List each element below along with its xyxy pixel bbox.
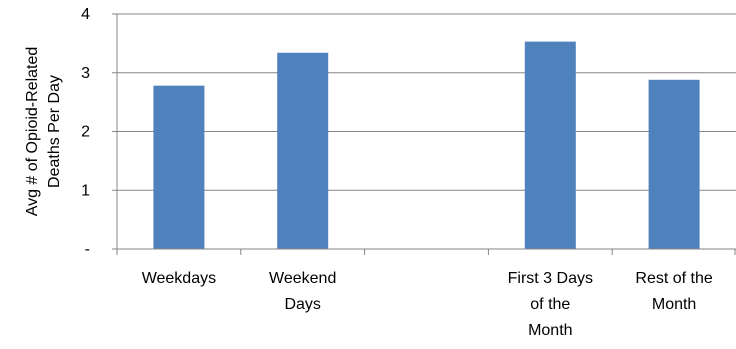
y-axis-title-line: Avg # of Opioid-Related: [24, 47, 41, 217]
y-tick-label: 4: [81, 6, 90, 23]
bars: [153, 41, 700, 250]
gridlines: [112, 13, 736, 191]
x-category-label: of the: [530, 296, 570, 313]
y-tick-label: 1: [81, 182, 90, 199]
x-category-label: Days: [284, 296, 320, 313]
y-tick-label: 2: [81, 124, 90, 141]
axes: [112, 14, 736, 255]
category-labels: Weekdays Weekend Days First 3 Days of the Mon…: [142, 270, 713, 339]
bar: [648, 79, 700, 249]
bar: [524, 41, 576, 249]
y-tick-label: 3: [81, 65, 90, 82]
y-tick-label: -: [85, 241, 90, 258]
x-category-label: Weekdays: [142, 270, 216, 287]
y-axis-title-line: Deaths Per Day: [46, 75, 63, 188]
x-category-label: Weekend: [269, 270, 336, 287]
x-category-label: First 3 Days: [508, 270, 593, 287]
x-category-label: Month: [528, 322, 572, 339]
x-category-label: Rest of the: [635, 270, 712, 287]
bar: [153, 85, 205, 249]
x-category-label: Month: [652, 296, 696, 313]
bar: [277, 52, 329, 250]
y-axis-title: Avg # of Opioid-Related Deaths Per Day: [24, 47, 63, 217]
y-tick-labels: - 1 2 3 4: [81, 6, 90, 258]
